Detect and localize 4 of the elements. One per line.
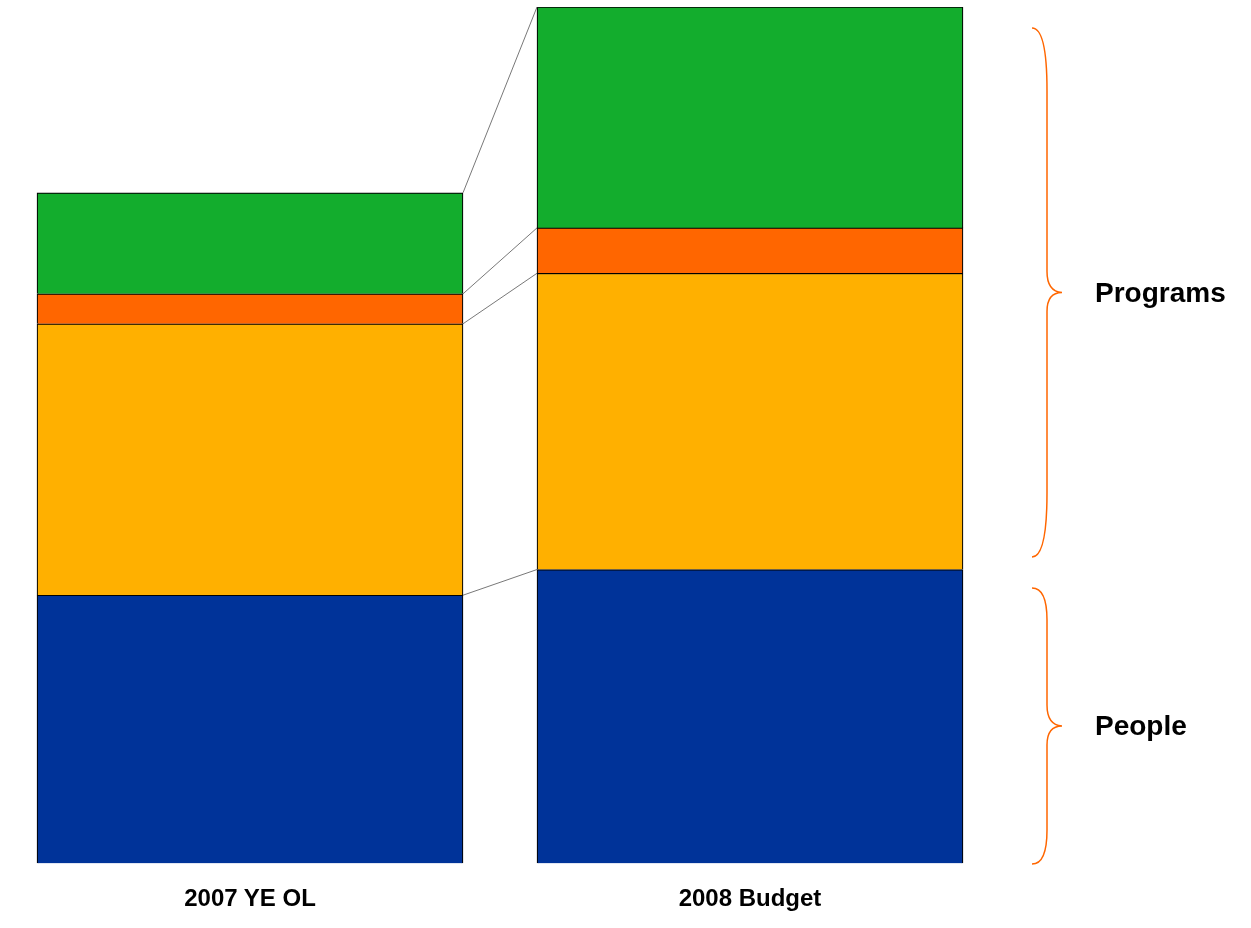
x-tick-label: 2007 YE OL — [184, 884, 316, 912]
text: Programs — [1095, 276, 1226, 309]
text: People — [1095, 710, 1187, 742]
x-tick-label: 2008 Budget — [678, 884, 822, 912]
